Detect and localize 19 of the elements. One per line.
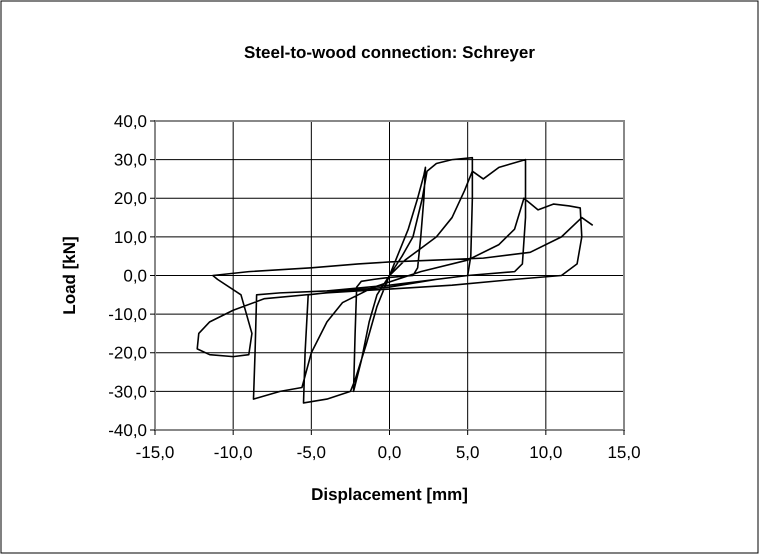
x-tick-label: 10,0 bbox=[529, 443, 562, 462]
y-axis-title: Load [kN] bbox=[60, 236, 79, 315]
x-tick-label: 5,0 bbox=[456, 443, 480, 462]
chart-title: Steel-to-wood connection: Schreyer bbox=[244, 43, 536, 62]
y-tick-label: 10,0 bbox=[114, 228, 147, 247]
x-tick-label: -5,0 bbox=[296, 443, 326, 462]
y-tick-label: 0,0 bbox=[123, 266, 147, 286]
y-tick-label: -40,0 bbox=[108, 420, 147, 440]
x-tick-label: 15,0 bbox=[607, 443, 641, 462]
y-tick-label: -10,0 bbox=[108, 305, 147, 324]
x-axis-title: Displacement [mm] bbox=[311, 485, 468, 504]
y-tick-label: -30,0 bbox=[108, 382, 147, 402]
y-tick-label: -20,0 bbox=[108, 344, 147, 363]
x-tick-label: -10,0 bbox=[214, 443, 253, 462]
x-tick-label: 0,0 bbox=[378, 443, 402, 462]
x-tick-label: -15,0 bbox=[136, 443, 174, 462]
y-tick-label: 20,0 bbox=[114, 189, 147, 208]
y-tick-label: 40,0 bbox=[114, 112, 147, 131]
y-tick-label: 30,0 bbox=[114, 150, 147, 170]
